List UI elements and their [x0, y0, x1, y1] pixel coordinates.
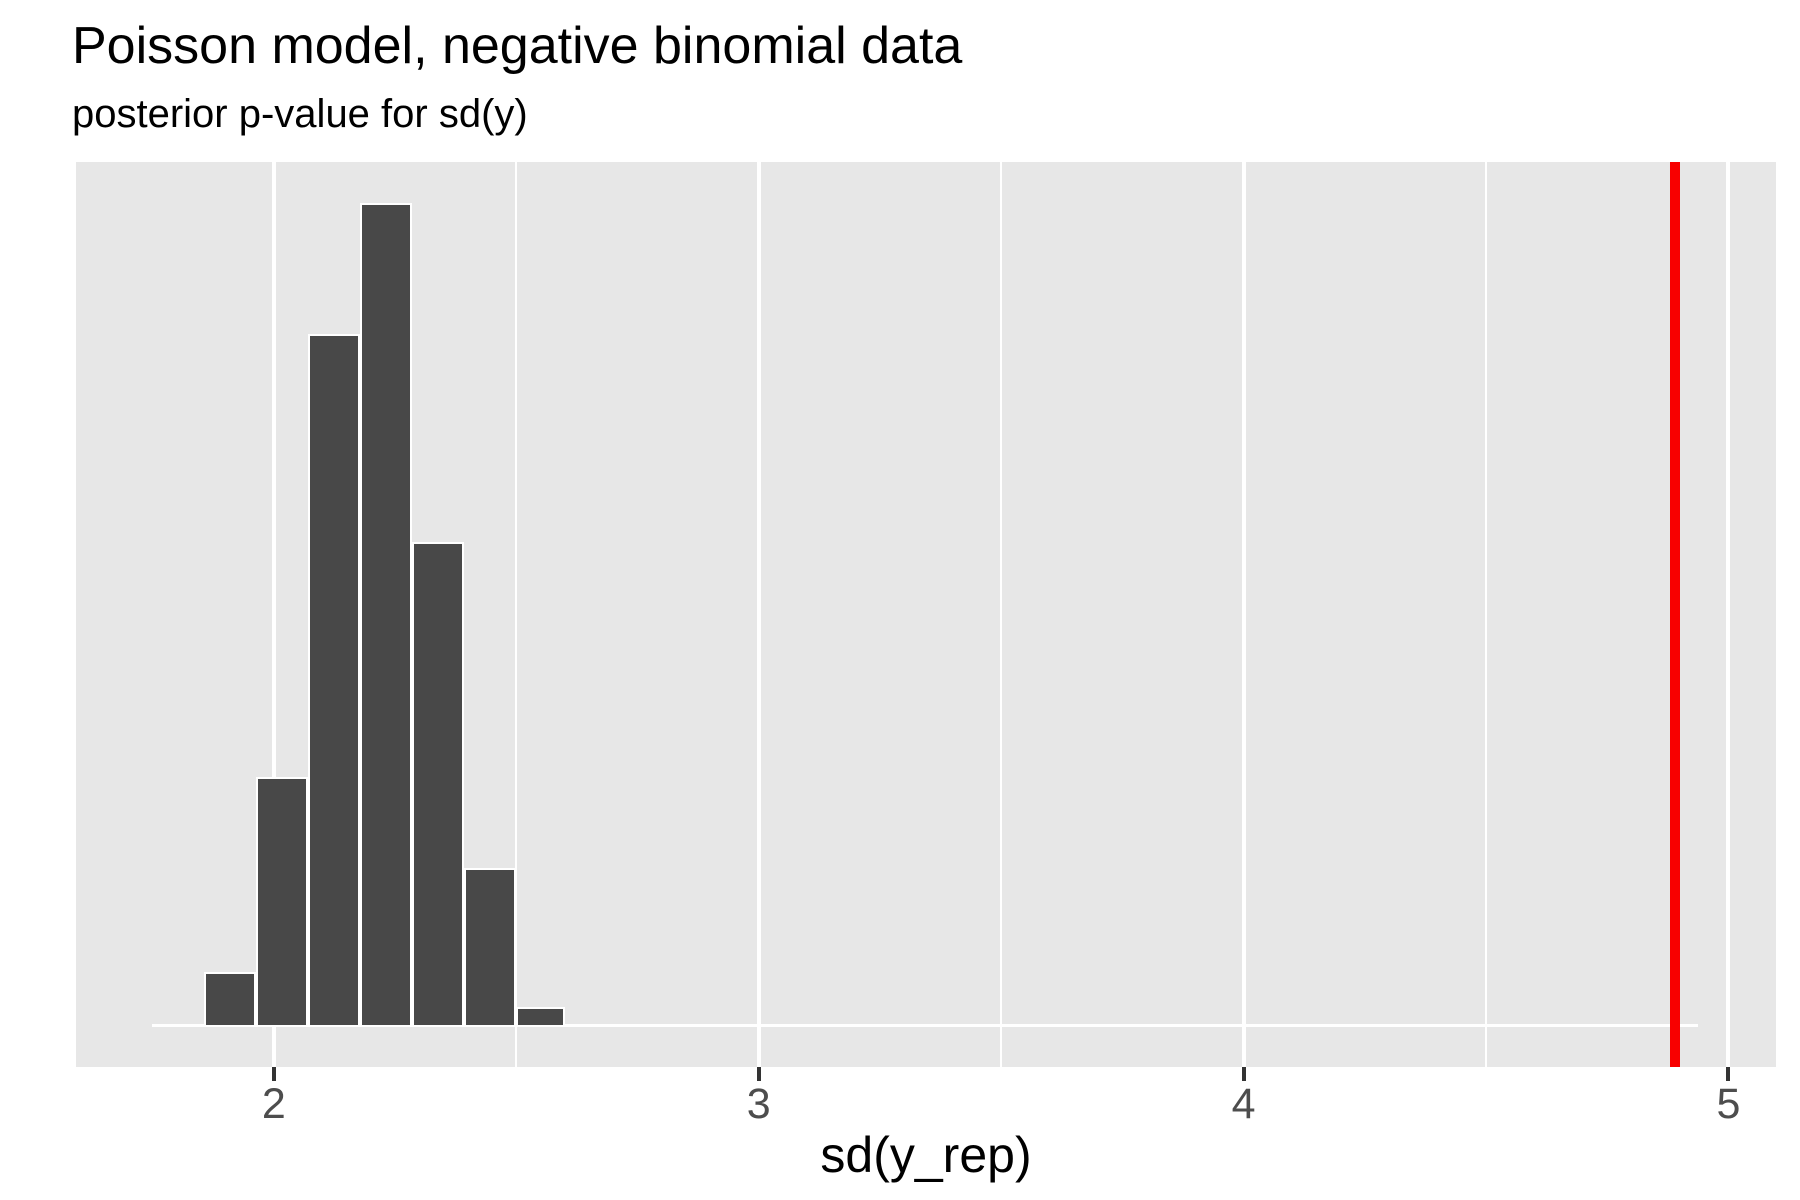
histogram-bar: [515, 1007, 566, 1027]
x-tick-mark: [1241, 1067, 1246, 1081]
minor-gridline: [515, 162, 518, 1067]
plot-subtitle: posterior p-value for sd(y): [72, 92, 528, 136]
histogram-bar: [412, 542, 464, 1027]
minor-gridline: [1000, 162, 1003, 1067]
major-gridline: [1241, 162, 1246, 1067]
x-tick-mark: [756, 1067, 761, 1081]
x-axis-title: sd(y_rep): [820, 1127, 1032, 1183]
zero-count-baseline: [151, 1024, 1699, 1027]
histogram-bar: [463, 868, 516, 1027]
major-gridline: [1726, 162, 1731, 1067]
histogram-bar: [204, 972, 257, 1027]
plot-title: Poisson model, negative binomial data: [72, 17, 963, 75]
observed-value-line: [1670, 162, 1681, 1067]
x-tick-label: 5: [1716, 1080, 1741, 1128]
x-tick-label: 3: [746, 1080, 771, 1128]
minor-gridline: [1485, 162, 1488, 1067]
x-tick-mark: [271, 1067, 276, 1081]
histogram-bar: [360, 203, 413, 1027]
histogram-bar: [308, 334, 361, 1027]
x-tick-label: 4: [1231, 1080, 1256, 1128]
major-gridline: [271, 162, 276, 1067]
histogram-bar: [256, 777, 309, 1027]
major-gridline: [756, 162, 761, 1067]
x-tick-label: 2: [261, 1080, 286, 1128]
plot-panel: [76, 162, 1776, 1067]
x-tick-mark: [1726, 1067, 1731, 1081]
